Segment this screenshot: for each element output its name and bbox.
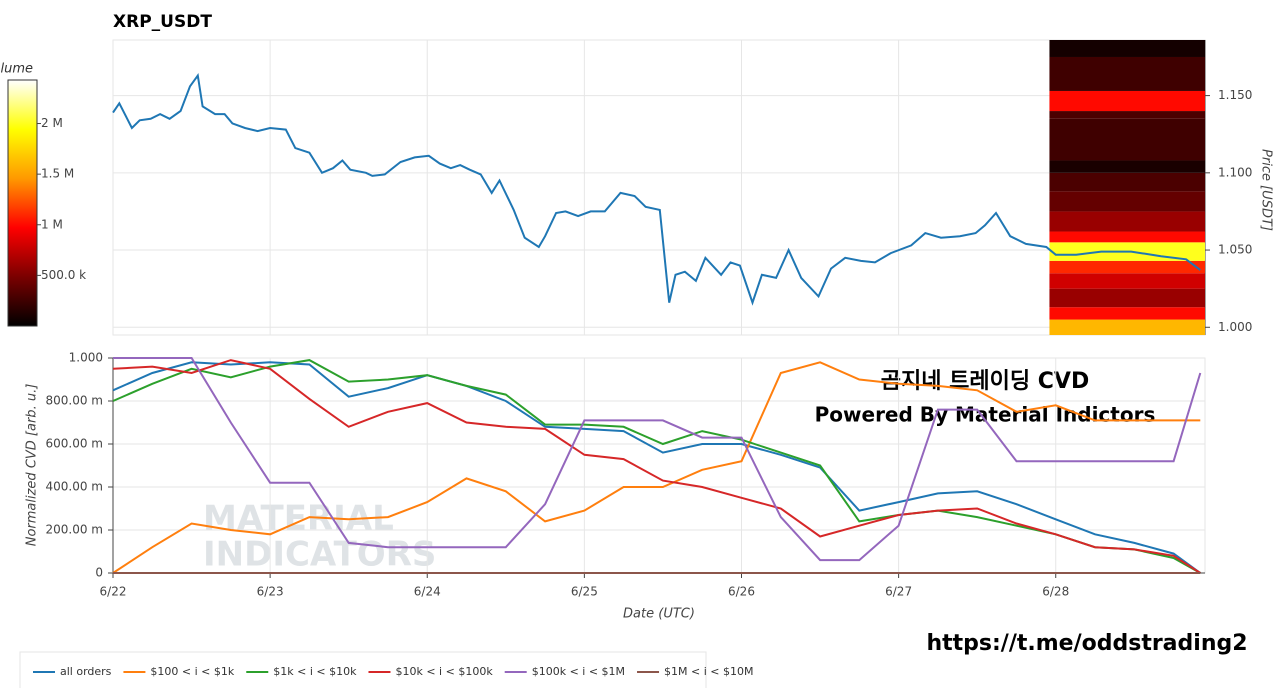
heatmap-cell <box>1049 319 1205 335</box>
x-tick-label: 6/25 <box>571 585 598 599</box>
legend-label: $1M < i < $10M <box>664 665 753 678</box>
y-tick-label: 600.00 m <box>46 437 104 451</box>
heatmap-cell <box>1049 56 1205 91</box>
x-tick-label: 6/23 <box>257 585 284 599</box>
y-tick-label: 800.00 m <box>46 394 104 408</box>
x-tick-label: 6/26 <box>728 585 755 599</box>
series-line <box>112 361 1201 574</box>
x-tick-label: 6/22 <box>100 585 127 599</box>
heatmap-cell <box>1049 211 1205 232</box>
heatmap-cell <box>1049 191 1205 212</box>
chart-title: XRP_USDT <box>113 12 212 32</box>
x-tick-label: 6/27 <box>885 585 912 599</box>
colorbar-tick-label: 500.0 k <box>41 268 86 282</box>
legend-label: $100 < i < $1k <box>150 665 234 678</box>
legend-label: all orders <box>60 665 112 678</box>
y-tick-label: 1.150 <box>1218 88 1252 102</box>
x-tick-label: 6/24 <box>414 585 441 599</box>
legend-box <box>19 651 707 688</box>
annotation: Powered By Material Indictors <box>815 403 1156 427</box>
legend-label: $10k < i < $100k <box>395 665 493 678</box>
y-tick-label: 1.000 <box>1218 320 1252 334</box>
heatmap-cell <box>1049 231 1205 243</box>
series-line <box>112 359 1201 574</box>
series-line <box>112 359 1201 574</box>
y-tick-label: 400.00 m <box>46 480 104 494</box>
y-axis-title: Price [USDT] <box>1259 149 1274 231</box>
heatmap-cell <box>1049 273 1205 289</box>
heatmap-cell <box>1049 172 1205 192</box>
link[interactable]: https://t.me/oddstrading2 <box>926 631 1247 656</box>
heatmap-cell <box>1049 111 1205 119</box>
y-tick-label: 0 <box>95 566 103 580</box>
y-axis-title: Normalized CVD [arb. u.] <box>25 384 40 547</box>
y-tick-label: 1.050 <box>1218 243 1252 257</box>
y-tick-label: 1.000 <box>69 351 103 365</box>
y-tick-label: 200.00 m <box>46 523 104 537</box>
heatmap-cell <box>1049 90 1205 112</box>
series-line <box>112 361 1201 574</box>
colorbar-tick-label: 2 M <box>41 116 63 130</box>
legend-label: $1k < i < $10k <box>273 665 357 678</box>
heatmap-cell <box>1049 288 1205 308</box>
colorbar-label: Volume <box>0 62 33 77</box>
annotation: 곰지네 트레이딩 CVD <box>881 369 1089 394</box>
heatmap-cell <box>1049 40 1205 57</box>
watermark: INDICATORS <box>203 535 436 575</box>
colorbar-tick-label: 1 M <box>41 217 63 231</box>
series-line <box>113 357 1202 562</box>
colorbar <box>7 79 38 327</box>
heatmap-cell <box>1049 118 1205 161</box>
x-tick-label: 6/28 <box>1042 585 1069 599</box>
y-tick-label: 1.100 <box>1218 165 1252 179</box>
colorbar-tick-label: 1.5 M <box>41 167 74 181</box>
legend-label: $100k < i < $1M <box>532 665 625 678</box>
heatmap-cell <box>1049 160 1205 173</box>
heatmap-cell <box>1049 307 1205 320</box>
plot-frame <box>112 39 1206 336</box>
series-line <box>112 72 1201 306</box>
x-axis-title: Date (UTC) <box>623 607 695 622</box>
heatmap-cell <box>1049 260 1205 274</box>
